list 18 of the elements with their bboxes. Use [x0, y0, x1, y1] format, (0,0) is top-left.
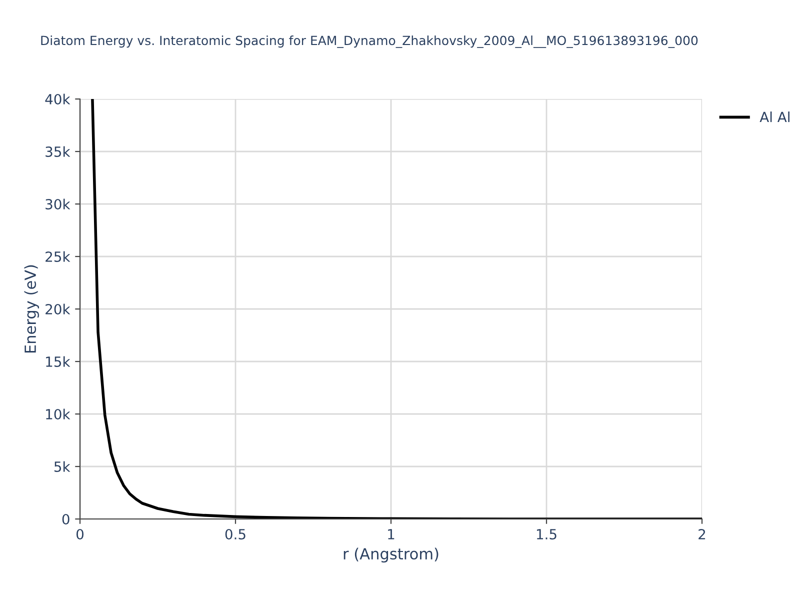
chart-title: Diatom Energy vs. Interatomic Spacing for EAM_Dynamo_Zhakhovsky_2009_Al__MO_519613893196_000: [41, 36, 698, 48]
x-tick-label: 0.5: [225, 528, 246, 540]
x-tick-label: 0: [76, 528, 84, 540]
x-axis-title: r (Angstrom): [344, 548, 438, 563]
y-tick-label: 15k: [46, 356, 70, 367]
y-tick-label: 20k: [46, 304, 70, 314]
x-tick-label: 1.5: [536, 529, 556, 540]
y-tick-label: 0: [62, 514, 70, 524]
x-tick-label: 1: [388, 529, 394, 540]
y-axis-title: Energy (eV): [24, 265, 40, 353]
legend-label: Al Al: [760, 112, 790, 122]
y-tick-label: 30k: [46, 198, 70, 210]
x-tick-label: 2: [698, 528, 706, 540]
y-tick-label: 40k: [45, 94, 70, 104]
y-tick-label: 5k: [54, 461, 70, 472]
y-tick-label: 35k: [46, 146, 70, 157]
y-tick-label: 25k: [46, 251, 70, 262]
y-tick-label: 10k: [46, 408, 70, 420]
